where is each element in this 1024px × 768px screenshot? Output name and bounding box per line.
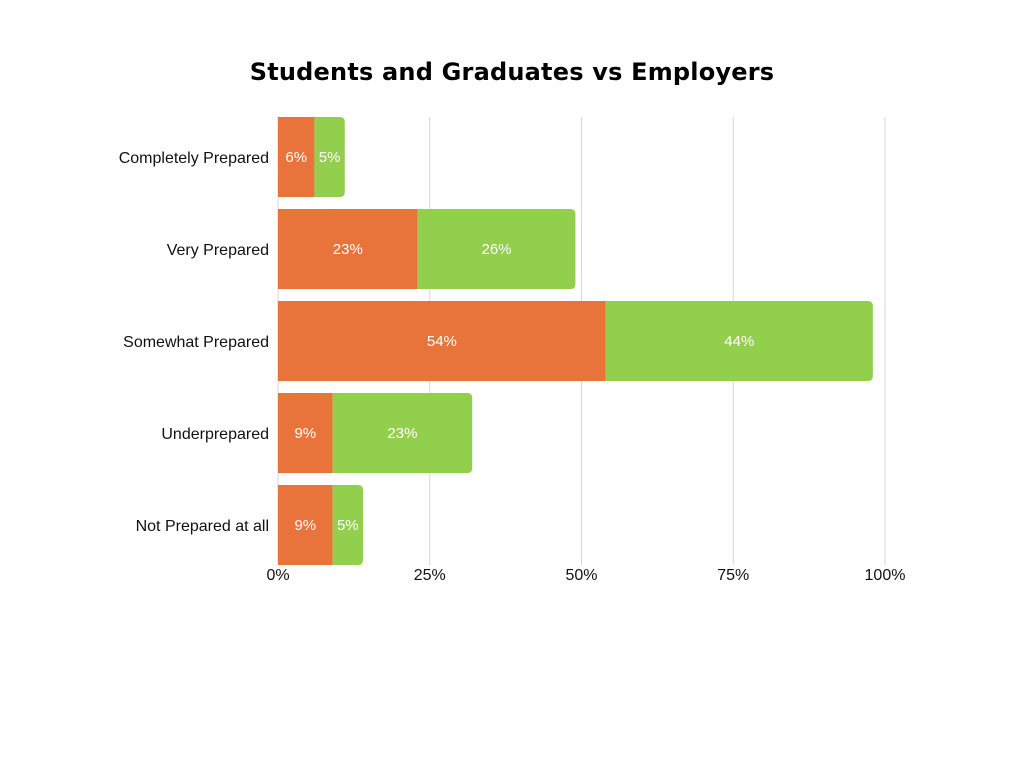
x-tick-label: 75% — [717, 567, 749, 584]
x-tick-label: 25% — [414, 567, 446, 584]
bar-value-label: 44% — [724, 333, 754, 350]
bar-segment — [605, 301, 873, 381]
bar-segment — [332, 393, 473, 473]
bar-segment — [314, 117, 345, 197]
bar-segment — [278, 301, 606, 381]
bar-labels: 6% 5% 23% 26% 54% 44% 9% 23% 9% 5% — [285, 149, 754, 534]
bar-segment — [278, 117, 315, 197]
bars — [278, 117, 873, 565]
x-tick-labels: 0% 25% 50% 75% 100% — [266, 567, 905, 584]
bar-value-label: 23% — [387, 425, 417, 442]
category-label: Very Prepared — [167, 242, 269, 259]
bar-segment — [417, 209, 576, 289]
bar-segment — [278, 209, 418, 289]
category-labels: Completely Prepared Very Prepared Somewhat… — [119, 150, 269, 535]
bar-segment — [332, 485, 363, 565]
bar-value-label: 9% — [294, 517, 316, 534]
bar-segment — [278, 393, 333, 473]
bar-value-label: 5% — [337, 517, 359, 534]
x-tick-label: 0% — [266, 567, 289, 584]
x-tick-label: 50% — [565, 567, 597, 584]
bar-value-label: 54% — [427, 333, 457, 350]
category-label: Not Prepared at all — [136, 518, 269, 535]
bar-value-label: 5% — [319, 149, 341, 166]
bar-value-label: 26% — [482, 241, 512, 258]
category-label: Underprepared — [161, 426, 269, 443]
bar-segment — [278, 485, 333, 565]
bar-value-label: 23% — [333, 241, 363, 258]
category-label: Somewhat Prepared — [123, 334, 269, 351]
category-label: Completely Prepared — [119, 150, 269, 167]
bar-value-label: 9% — [294, 425, 316, 442]
chart-title: Students and Graduates vs Employers — [249, 58, 775, 86]
x-tick-label: 100% — [865, 567, 906, 584]
bar-value-label: 6% — [285, 149, 307, 166]
